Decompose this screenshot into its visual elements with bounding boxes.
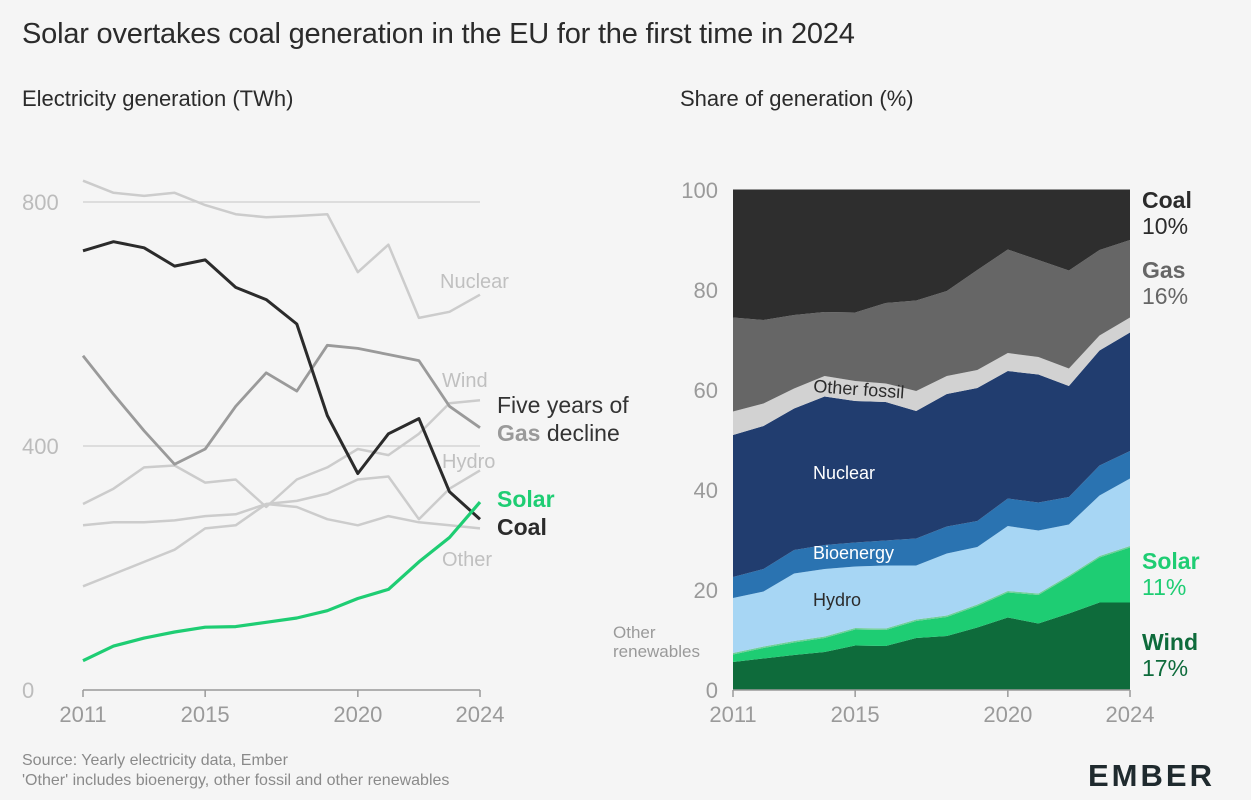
- line-series-gas: [81, 343, 481, 466]
- y-tick-label-40: 40: [694, 478, 718, 503]
- source-note: Source: Yearly electricity data, Ember: [22, 752, 288, 769]
- area-series-coal: [733, 190, 1130, 320]
- area-series-wind: [733, 602, 1130, 690]
- label-solar-name: Solar: [1142, 548, 1200, 574]
- share-area-chart: 0 20 40 60 80 100 2011 2015 2020 2024 Nuclear Bioen…: [613, 178, 1200, 727]
- y-tick-label-400: 400: [22, 434, 59, 459]
- line-series-solar: [82, 501, 482, 663]
- y-tick-label-0: 0: [22, 678, 34, 703]
- label-nuclear: Nuclear: [440, 271, 509, 293]
- y-tick-label-80: 80: [694, 278, 718, 303]
- label-bioenergy-area: Bioenergy: [813, 543, 894, 563]
- line-series-coal: [82, 240, 482, 521]
- label-gas-line1: Five years of: [497, 392, 629, 418]
- area-series-gas: [733, 240, 1130, 412]
- area-series-hydro: [733, 478, 1130, 653]
- label-coal: Coal: [497, 514, 547, 540]
- x-tick-label-2011: 2011: [59, 702, 106, 727]
- label-hydro: Hydro: [442, 451, 495, 473]
- label-wind-name: Wind: [1142, 629, 1198, 655]
- x-tick-label-2015: 2015: [831, 702, 880, 727]
- label-hydro-area: Hydro: [813, 590, 861, 610]
- line-series-wind: [82, 399, 481, 509]
- x-tick-label-2015: 2015: [181, 702, 230, 727]
- ember-logo: EMBER: [1088, 758, 1215, 793]
- x-tick-label-2024: 2024: [1106, 702, 1155, 727]
- y-tick-label-800: 800: [22, 190, 59, 215]
- line-series-nuclear: [82, 179, 481, 320]
- area-series-bioenergy: [733, 451, 1130, 598]
- line-series-hydro: [82, 469, 481, 527]
- chart-title: Solar overtakes coal generation in the E…: [22, 18, 855, 50]
- left-chart-subtitle: Electricity generation (TWh): [22, 86, 294, 111]
- x-tick-label-2020: 2020: [983, 702, 1032, 727]
- area-series-solar: [733, 547, 1130, 662]
- label-gas-word: Gas: [497, 420, 540, 446]
- line-series-other: [82, 502, 481, 588]
- label-wind-share: 17%: [1142, 655, 1188, 681]
- x-tick-label-2024: 2024: [456, 702, 505, 727]
- label-gas-share: 16%: [1142, 283, 1188, 309]
- label-other: Other: [442, 549, 492, 571]
- y-tick-label-0: 0: [706, 678, 718, 703]
- label-other-renewables-2: renewables: [613, 642, 700, 661]
- label-nuclear-area: Nuclear: [813, 463, 875, 483]
- label-gas-line2: Gas decline: [497, 420, 620, 446]
- label-gas-name: Gas: [1142, 257, 1185, 283]
- x-tick-label-2020: 2020: [333, 702, 382, 727]
- label-other-renewables-1: Other: [613, 623, 656, 642]
- label-wind: Wind: [442, 370, 488, 392]
- area-series-other-fossil: [733, 317, 1130, 435]
- label-coal-share: 10%: [1142, 213, 1188, 239]
- y-tick-label-100: 100: [681, 178, 718, 203]
- generation-line-chart: 0 400 800 2011 2015 2020 2024 Nuclear Wind Hydro O…: [22, 179, 629, 727]
- x-tick-label-2011: 2011: [709, 702, 756, 727]
- label-solar-share: 11%: [1142, 574, 1186, 600]
- label-coal-name: Coal: [1142, 187, 1192, 213]
- label-gas-decline: decline: [540, 420, 619, 446]
- area-series-nuclear: [733, 332, 1130, 577]
- y-tick-label-60: 60: [694, 378, 718, 403]
- right-chart-subtitle: Share of generation (%): [680, 86, 914, 111]
- label-solar: Solar: [497, 486, 555, 512]
- other-definition-note: 'Other' includes bioenergy, other fossil…: [22, 772, 450, 789]
- y-tick-label-20: 20: [694, 578, 718, 603]
